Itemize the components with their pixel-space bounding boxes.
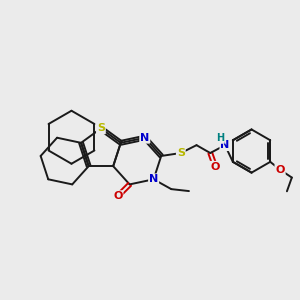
Text: N: N <box>149 174 158 184</box>
Text: O: O <box>211 162 220 172</box>
Text: N: N <box>140 133 149 143</box>
Text: S: S <box>97 123 105 134</box>
Text: O: O <box>113 191 122 201</box>
Text: O: O <box>275 165 285 175</box>
Text: N: N <box>220 140 230 150</box>
Text: H: H <box>216 133 224 143</box>
Text: S: S <box>177 148 185 158</box>
